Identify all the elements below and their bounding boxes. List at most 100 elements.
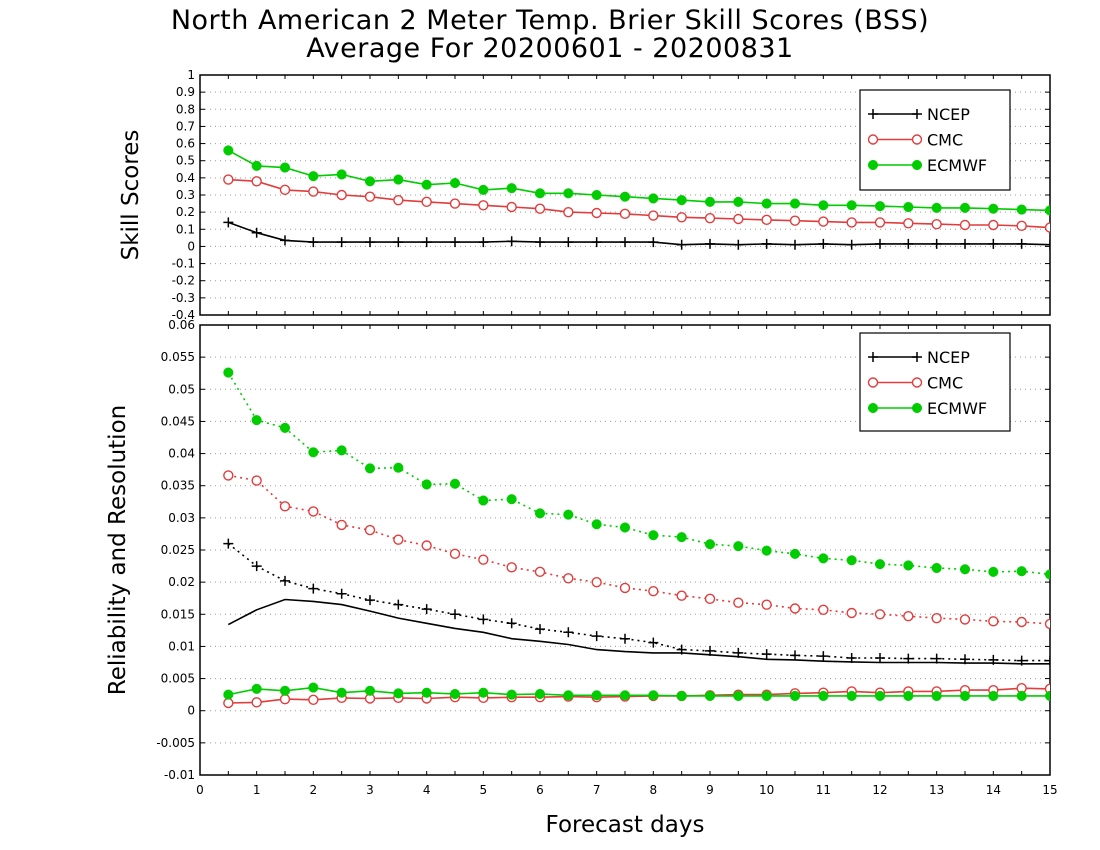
legend-entry: NCEP	[868, 348, 970, 367]
data-point	[704, 539, 716, 550]
data-point	[279, 501, 291, 512]
data-point	[421, 479, 432, 490]
data-point	[450, 237, 460, 248]
x-tick-label: 8	[650, 783, 658, 797]
data-point	[308, 506, 319, 517]
y-tick-label: 0.055	[161, 350, 195, 364]
legend-entry: ECMWF	[867, 156, 987, 175]
data-point	[279, 685, 291, 696]
data-point	[534, 688, 546, 700]
y-tick-label: 0.2	[176, 205, 195, 219]
y-tick-label: 0.025	[161, 543, 195, 557]
y-tick-label: 0.02	[168, 575, 195, 589]
data-point	[223, 538, 234, 549]
data-point	[223, 145, 234, 156]
data-point	[704, 593, 716, 605]
data-point	[761, 198, 772, 209]
data-point	[1016, 616, 1027, 628]
data-point	[911, 377, 923, 388]
data-point	[1044, 690, 1050, 701]
data-point	[336, 445, 347, 456]
data-point	[506, 236, 517, 247]
data-point	[867, 159, 879, 171]
data-point	[365, 237, 375, 248]
data-point	[449, 478, 461, 489]
data-point	[308, 237, 319, 248]
data-point	[279, 184, 291, 196]
legend-entry: NCEP	[868, 105, 970, 124]
data-point	[867, 134, 879, 145]
data-point	[846, 555, 857, 566]
data-point	[591, 519, 602, 530]
panel-1: -0.4 -0.3 -0.2 -0.1 0 0.1 0.2 0.3 0.4 0.5 0.6 0.7 0.…	[118, 68, 1051, 322]
data-point	[421, 540, 432, 551]
data-point	[761, 238, 772, 249]
data-point	[534, 188, 546, 199]
data-point	[818, 200, 829, 211]
data-point	[761, 545, 772, 556]
y-tick-label: 0.3	[176, 188, 195, 202]
y-tick-label: -0.2	[172, 274, 195, 288]
data-point	[648, 690, 659, 701]
data-point	[818, 216, 829, 227]
x-tick-label: 1	[253, 783, 261, 797]
x-tick-label: 6	[536, 783, 544, 797]
data-point	[449, 548, 461, 560]
data-point	[733, 213, 744, 225]
data-point	[280, 575, 290, 586]
data-point	[279, 693, 291, 705]
data-point	[846, 690, 857, 701]
data-point	[733, 196, 744, 207]
data-point	[506, 562, 517, 573]
y-tick-label: 0	[187, 704, 195, 718]
data-point	[478, 687, 489, 698]
data-point	[478, 554, 489, 565]
data-point	[563, 206, 574, 218]
data-point	[251, 697, 262, 708]
data-point	[903, 560, 914, 571]
data-point	[364, 176, 376, 187]
data-point	[223, 470, 234, 481]
data-point	[251, 415, 262, 426]
data-point	[761, 649, 772, 660]
data-point	[308, 583, 319, 594]
data-point	[223, 689, 234, 700]
data-point	[591, 576, 602, 588]
data-point	[1016, 204, 1027, 215]
data-point	[789, 690, 801, 701]
data-point	[874, 690, 886, 701]
data-point	[911, 402, 923, 414]
data-point	[336, 169, 347, 180]
data-point	[868, 109, 878, 119]
series-ncep-reliability	[227, 598, 1050, 665]
data-point	[789, 548, 801, 559]
data-point	[959, 614, 971, 625]
y-tick-label: -0.4	[172, 308, 195, 322]
data-point	[393, 534, 404, 545]
data-point	[959, 202, 971, 213]
data-point	[704, 212, 716, 224]
data-point	[393, 599, 404, 610]
data-point	[251, 160, 262, 171]
legend-label: CMC	[927, 131, 963, 150]
data-point	[393, 688, 404, 699]
series-ncep	[223, 217, 1050, 250]
data-point	[251, 176, 262, 187]
x-tick-label: 13	[929, 783, 944, 797]
data-point	[1016, 690, 1027, 701]
data-point	[364, 685, 376, 696]
data-point	[874, 201, 886, 212]
data-point	[988, 616, 999, 627]
data-point	[790, 239, 800, 250]
data-point	[931, 612, 942, 624]
data-point	[733, 597, 744, 608]
x-tick-label: 7	[593, 783, 601, 797]
chart-title: North American 2 Meter Temp. Brier Skill…	[170, 5, 930, 36]
y-tick-label: -0.3	[172, 291, 195, 305]
data-point	[506, 201, 517, 213]
series-ecmwf-reliability	[223, 682, 1050, 701]
series-line	[228, 474, 1050, 625]
y-tick-label: 0.8	[176, 102, 195, 116]
data-point	[223, 697, 234, 709]
data-point	[911, 134, 923, 145]
